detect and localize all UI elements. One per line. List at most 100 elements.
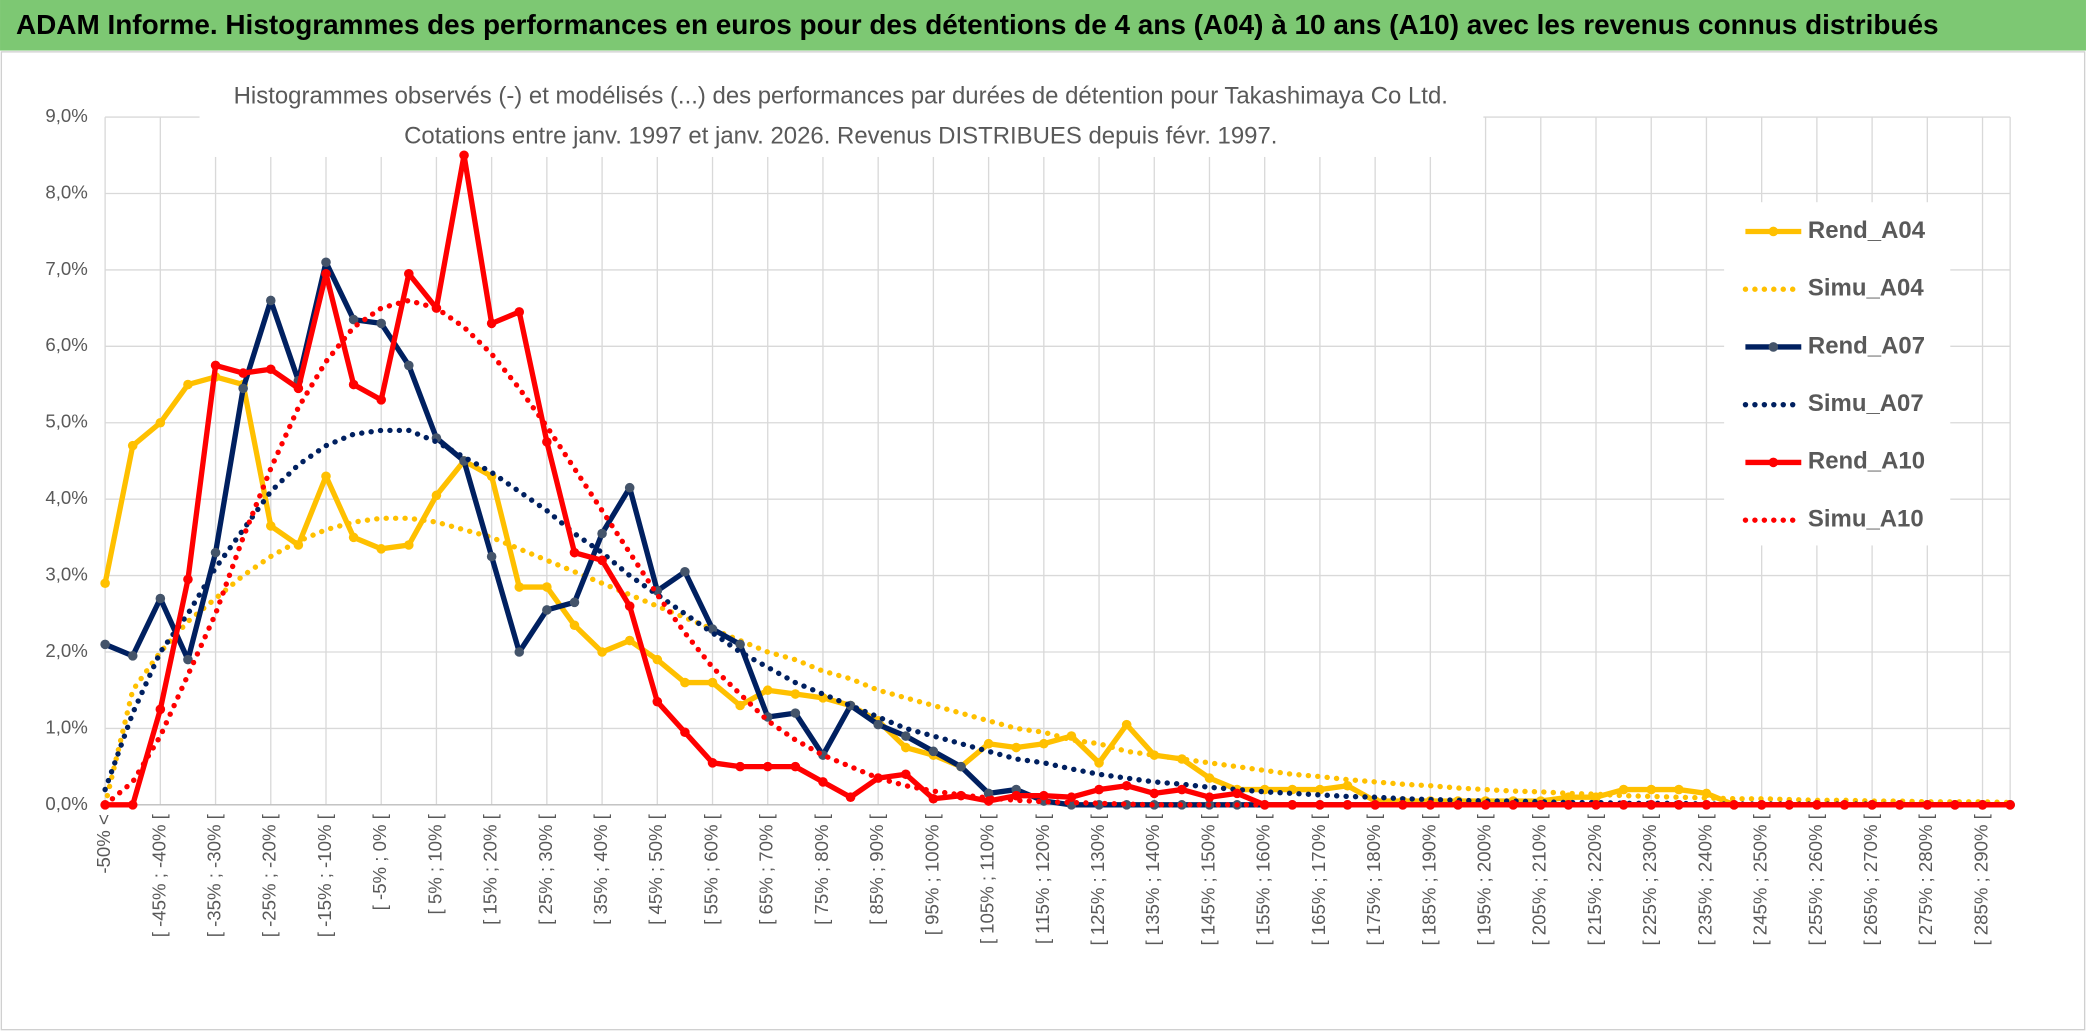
point [680,727,690,738]
point [238,383,248,394]
x-tick-label: [ 85% ; 90% [ [866,813,887,925]
point [1397,800,1408,810]
plot [100,150,2015,810]
point [183,574,193,585]
legend-label: Simu_A07 [1808,390,1924,417]
point [1756,800,1767,810]
y-tick-label: 8,0% [45,181,87,202]
point [928,746,939,757]
point [790,689,801,699]
point [1646,784,1657,795]
point [1177,754,1187,764]
point [321,268,331,279]
point [514,307,525,317]
point [983,738,994,749]
point [459,150,469,161]
point [1011,790,1022,801]
x-tick-label: [ 245% ; 250% [ [1750,813,1771,945]
point [404,360,414,371]
point [1204,773,1215,783]
point [652,696,663,707]
point [1342,780,1353,791]
point [597,647,607,657]
x-tick-label: [ 235% ; 240% [ [1694,813,1715,945]
point [1039,790,1049,801]
point [1011,742,1022,753]
point [127,651,138,661]
point [486,318,497,329]
x-tick-label: [ -5% ; 0% [ [369,813,390,910]
y-tick-label: 9,0% [45,105,87,126]
point [542,605,552,615]
x-tick-label: [ 205% ; 210% [ [1529,813,1550,945]
legend-box [1724,202,1951,546]
y-tick-label: 3,0% [45,564,87,585]
point [900,742,911,753]
x-tick-label: [ 155% ; 160% [ [1253,813,1274,945]
point [790,708,801,718]
point [735,639,745,650]
header-bar [0,0,2086,51]
point [1812,800,1822,810]
legend-label: Simu_A04 [1808,275,1924,302]
x-tick-label: -50% < [93,814,114,873]
legend-marker [1768,342,1779,352]
x-tick-label: [ 215% ; 220% [ [1584,813,1605,945]
point [1094,784,1104,795]
series-line [102,427,2013,808]
point [1453,800,1463,810]
x-tick-label: [ 265% ; 270% [ [1860,813,1881,945]
point [293,383,304,394]
legend-marker [1768,457,1779,468]
point [1425,800,1436,810]
point [100,639,110,650]
x-tick-label: [ 275% ; 280% [ [1915,813,1936,945]
x-tick-label: [ -35% ; -30% [ [203,813,224,937]
point [790,761,801,772]
x-tick-label: [ 115% ; 120% [ [1032,813,1053,944]
point [735,700,745,711]
y-tick-label: 5,0% [45,411,87,432]
x-tick-label: [ 195% ; 200% [ [1473,813,1494,945]
point [542,582,552,592]
point [486,551,497,562]
point [265,295,276,306]
x-tick-label: [ 165% ; 170% [ [1308,813,1329,945]
legend-label: Rend_A07 [1808,332,1925,359]
x-tick-label: [ 225% ; 230% [ [1639,813,1660,945]
point [155,417,166,428]
point [1204,792,1215,802]
point [514,647,525,657]
series-line [102,515,2013,808]
point [155,593,166,604]
point [900,731,911,741]
point [597,555,607,566]
point [348,314,359,325]
point [569,620,580,631]
y-tick-label: 7,0% [45,258,87,279]
point [1674,784,1684,795]
point [100,578,110,589]
chart-subtitle: Cotations entre janv. 1997 et janv. 2026… [404,122,1277,149]
point [1121,780,1132,791]
x-tick-label: [ 285% ; 290% [ [1970,813,1991,945]
point [569,597,580,608]
point [845,792,856,802]
point [928,793,939,804]
y-tick-label: 6,0% [45,334,87,355]
point [707,624,718,634]
point [707,758,718,768]
point [404,268,414,279]
point [183,379,193,390]
legend-label: Rend_A04 [1808,217,1926,244]
x-tick-label: [ 185% ; 190% [ [1418,813,1439,945]
point [624,482,635,493]
point [542,437,552,447]
x-tick-label: [ 25% ; 30% [ [535,813,556,925]
x-tick-label: [ 135% ; 140% [ [1142,813,1163,945]
point [762,685,773,696]
x-tick-label: [ -15% ; -10% [ [314,813,335,937]
x-tick-label: [ 255% ; 260% [ [1805,813,1826,945]
